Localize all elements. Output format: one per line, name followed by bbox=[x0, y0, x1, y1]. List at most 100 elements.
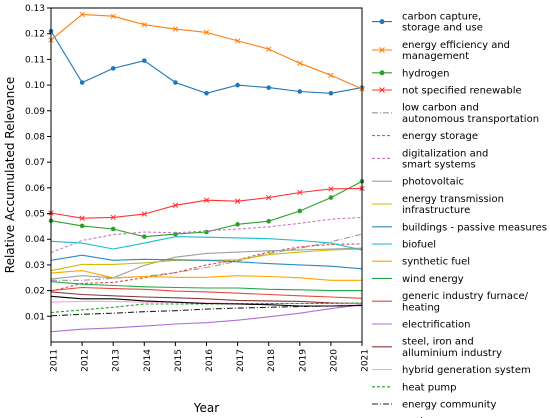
legend-marker bbox=[379, 70, 385, 76]
data-point bbox=[235, 222, 240, 227]
data-point bbox=[235, 82, 240, 88]
data-point bbox=[234, 38, 241, 44]
x-tick-label: 2021 bbox=[361, 349, 371, 372]
series-line-12 bbox=[50, 281, 362, 292]
data-point bbox=[110, 226, 116, 232]
data-point bbox=[203, 197, 210, 203]
legend-label: hybrid generation system bbox=[402, 365, 531, 376]
legend-item: electrification bbox=[372, 320, 470, 331]
legend-label: nuclear power bbox=[402, 417, 474, 418]
legend-item: carbon capture,storage and use bbox=[372, 12, 483, 34]
y-tick-label: 0.13 bbox=[25, 4, 45, 14]
x-tick-label: 2011 bbox=[50, 349, 60, 372]
series-line-2 bbox=[50, 180, 363, 238]
legend-label: management bbox=[402, 51, 469, 62]
legend-item: buildings - passive measures bbox=[372, 222, 547, 233]
series-line-13 bbox=[50, 286, 363, 299]
legend-label: heating bbox=[402, 302, 440, 313]
data-point bbox=[204, 90, 209, 96]
data-point bbox=[142, 234, 147, 239]
series-line-10 bbox=[50, 236, 363, 251]
data-point bbox=[266, 85, 272, 90]
legend-label: hydrogen bbox=[402, 68, 449, 79]
legend-label: synthetic fuel bbox=[402, 257, 470, 268]
y-tick-label: 0.03 bbox=[25, 261, 45, 271]
y-tick-label: 0.10 bbox=[25, 81, 45, 91]
data-point bbox=[203, 29, 210, 36]
y-tick-label: 0.06 bbox=[25, 184, 45, 194]
data-point bbox=[328, 72, 334, 78]
y-tick-label: 0.02 bbox=[25, 287, 45, 297]
x-axis-title: Year bbox=[193, 401, 219, 415]
x-tick-label: 2014 bbox=[143, 349, 153, 372]
legend-label: autonomous transportation bbox=[402, 114, 539, 125]
series-line-5 bbox=[50, 243, 363, 292]
x-tick-label: 2019 bbox=[298, 349, 308, 372]
y-tick-label: 0.05 bbox=[25, 210, 45, 220]
legend-label: carbon capture, bbox=[402, 12, 481, 23]
y-tick-label: 0.11 bbox=[25, 55, 45, 65]
data-point bbox=[142, 58, 147, 63]
x-tick-label: 2017 bbox=[236, 349, 246, 372]
y-tick-label: 0.04 bbox=[25, 235, 45, 245]
legend-label: not specified renewable bbox=[402, 86, 522, 97]
legend: carbon capture,storage and use energy eff… bbox=[372, 12, 547, 418]
data-point bbox=[172, 26, 179, 32]
legend-item: photovoltaic bbox=[372, 177, 464, 188]
legend-item: energy storage bbox=[372, 131, 478, 142]
legend-item: not specified renewable bbox=[372, 86, 522, 97]
y-tick-label: 0.09 bbox=[25, 107, 45, 117]
data-point bbox=[328, 90, 334, 96]
legend-marker bbox=[379, 19, 385, 25]
data-point bbox=[297, 60, 303, 66]
data-point bbox=[79, 223, 85, 229]
legend-label: alluminium industry bbox=[402, 348, 502, 359]
y-axis: 0.01 0.02 0.03 0.04 0.05 0.06 0.07 0.08 0.09 0.10… bbox=[25, 4, 51, 322]
legend-item: hybrid generation system bbox=[372, 365, 531, 376]
series-line-14 bbox=[50, 304, 363, 333]
data-point bbox=[266, 46, 272, 52]
x-tick-label: 2012 bbox=[81, 349, 91, 372]
series-line-11 bbox=[50, 270, 362, 281]
series-line-16 bbox=[50, 300, 363, 305]
y-tick-label: 0.12 bbox=[25, 30, 45, 40]
legend-label: wind energy bbox=[402, 274, 464, 285]
legend-label: generic industry furnace/ bbox=[402, 291, 529, 302]
x-axis: 2011 2012 2013 2014 2015 2016 2017 2018 2019 2020… bbox=[50, 342, 371, 372]
legend-item: wind energy bbox=[372, 274, 464, 285]
legend-label: heat pump bbox=[402, 382, 457, 393]
data-point bbox=[79, 215, 85, 221]
legend-label: digitalization and bbox=[402, 148, 488, 159]
legend-label: energy transmission bbox=[402, 194, 504, 205]
y-tick-label: 0.07 bbox=[25, 158, 45, 168]
data-point bbox=[141, 22, 147, 28]
legend-item: biofuel bbox=[372, 240, 436, 251]
legend-marker bbox=[379, 47, 385, 53]
legend-item: synthetic fuel bbox=[372, 257, 470, 268]
legend-label: photovoltaic bbox=[402, 177, 464, 188]
x-tick-label: 2016 bbox=[205, 349, 215, 372]
legend-item: energy community bbox=[372, 400, 496, 411]
legend-label: biofuel bbox=[402, 240, 436, 251]
data-point bbox=[141, 211, 147, 217]
series-line-18 bbox=[50, 304, 363, 317]
x-tick-label: 2015 bbox=[174, 349, 184, 372]
series-line-3 bbox=[50, 187, 363, 219]
data-point bbox=[297, 208, 303, 214]
series-line-7 bbox=[50, 247, 363, 280]
data-point bbox=[110, 13, 116, 19]
legend-label: buildings - passive measures bbox=[402, 222, 547, 233]
legend-label: energy efficiency and bbox=[402, 40, 510, 51]
series-line-4 bbox=[51, 233, 363, 281]
data-point bbox=[79, 80, 85, 85]
legend-marker bbox=[379, 87, 385, 93]
legend-label: low carbon and bbox=[402, 103, 479, 114]
y-axis-title: Relative Accumulated Relevance bbox=[3, 77, 17, 273]
series-line-1 bbox=[50, 13, 363, 90]
data-point bbox=[266, 194, 272, 201]
data-point bbox=[110, 66, 116, 71]
